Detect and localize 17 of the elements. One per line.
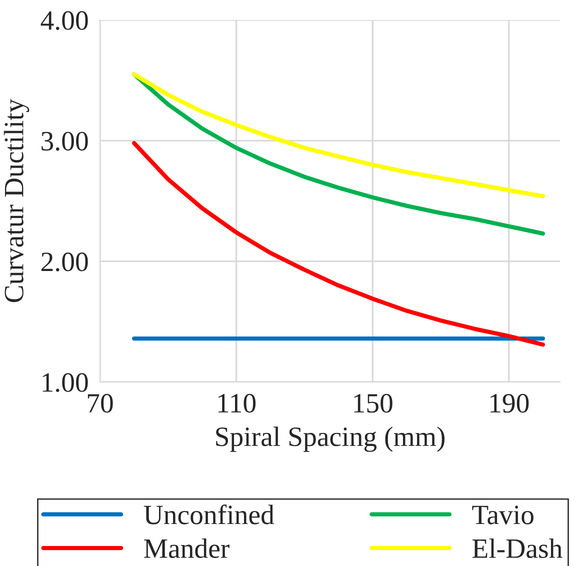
y-tick-label: 4.00 (40, 11, 88, 30)
y-axis-title: Curvatur Ductility (4, 98, 30, 302)
x-axis-title: Spiral Spacing (mm) (216, 426, 445, 452)
legend-label: El-Dash (472, 538, 562, 558)
line-series (132, 72, 546, 198)
y-tick-label: 1.00 (42, 373, 88, 392)
y-tick-label: 2.00 (41, 252, 88, 272)
x-tick-label: 150 (354, 394, 392, 413)
line-series (132, 140, 546, 347)
x-tick-label: 70 (88, 394, 113, 413)
x-tick-label: 110 (218, 394, 256, 413)
line-series (132, 72, 546, 236)
legend-label: Mander (144, 538, 230, 558)
x-tick-label: 190 (490, 394, 529, 413)
legend-label: Unconfined (144, 504, 274, 524)
legend-label: Tavio (472, 506, 534, 524)
y-tick-label: 3.00 (42, 132, 88, 151)
